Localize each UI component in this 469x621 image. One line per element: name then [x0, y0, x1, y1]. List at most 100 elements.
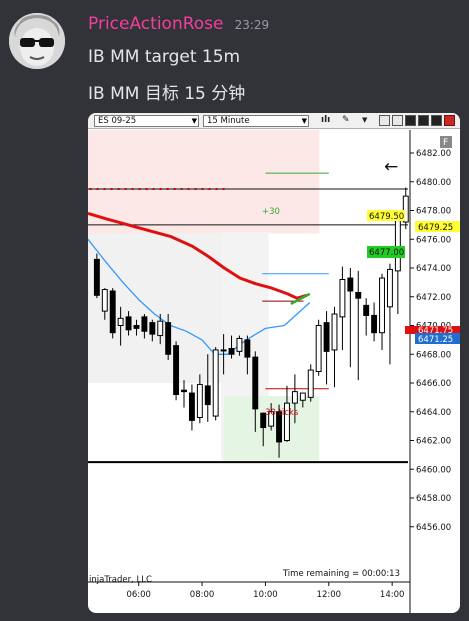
target-minus-label: -30 ticks: [262, 408, 299, 418]
drawing-tool-icon[interactable]: ✎: [342, 115, 350, 125]
price-chart[interactable]: 6482.00 6480.00 6478.00 6476.00 6474.00 6472.…: [88, 130, 460, 613]
candle-39: [402, 195, 409, 223]
bar-type-icon[interactable]: ılı: [321, 115, 331, 125]
y-tick-label-1: 6480.00: [416, 178, 451, 188]
y-tick-label-7: 6468.00: [416, 350, 451, 360]
chevron-down-icon: ▼: [301, 117, 307, 125]
y-tick-label-5: 6472.00: [416, 293, 451, 303]
y-tick-label-10: 6462.00: [416, 437, 451, 447]
toolbar-button-5[interactable]: [431, 115, 442, 126]
avatar-image: [9, 13, 65, 69]
avatar[interactable]: [9, 13, 65, 69]
candle-8: [157, 320, 164, 337]
chart-svg: 6482.00 6480.00 6478.00 6476.00 6474.00 6472.…: [88, 130, 460, 613]
svg-text:6471.75: 6471.75: [418, 326, 453, 336]
svg-text:6471.25: 6471.25: [418, 335, 453, 345]
y-tick-label-12: 6458.00: [416, 494, 451, 504]
candle-23: [276, 411, 283, 443]
message-line-2: IB MM 目标 15 分钟: [88, 84, 246, 104]
toolbar-button-2[interactable]: [392, 115, 403, 126]
y-tick-label-3: 6476.00: [416, 235, 451, 245]
candle-25: [291, 391, 298, 404]
candle-0: [93, 258, 100, 296]
candle-15: [212, 349, 219, 417]
toolbar-button-3[interactable]: [405, 115, 416, 126]
message-line-1: IB MM target 15m: [88, 47, 241, 67]
candle-6: [141, 316, 148, 332]
svg-text:6477.00: 6477.00: [369, 248, 404, 258]
candle-9: [165, 322, 172, 355]
candle-10: [173, 345, 180, 395]
candle-16: [220, 349, 227, 352]
profile-zone-green: [224, 395, 320, 461]
sma-line: [88, 238, 311, 355]
y-tick-label-13: 6456.00: [416, 523, 451, 533]
watermark: injaTrader, LLC: [89, 575, 152, 585]
candle-31: [339, 279, 346, 318]
toolbar-button-1[interactable]: [379, 115, 390, 126]
x-tick-label-3: 12:00: [317, 590, 342, 600]
time-remaining: Time remaining = 00:00:13: [282, 569, 400, 579]
candle-4: [125, 316, 132, 331]
candle-2: [109, 290, 116, 334]
candle-37: [386, 268, 393, 308]
toolbar-button-4[interactable]: [418, 115, 429, 126]
chevron-down-icon[interactable]: ▼: [362, 116, 368, 124]
candle-33: [355, 291, 362, 299]
interval-value: 15 Minute: [207, 116, 250, 126]
candle-21: [260, 412, 267, 429]
candle-17: [228, 348, 235, 355]
price-label-6471-25: 6471.25: [415, 333, 460, 345]
y-tick-label-2: 6478.00: [416, 207, 451, 217]
y-tick-label-9: 6464.00: [416, 408, 451, 418]
candle-3: [117, 317, 124, 326]
candle-36: [379, 277, 385, 334]
candle-7: [149, 322, 156, 335]
candle-22: [268, 411, 275, 427]
x-tick-label-4: 14:00: [380, 590, 405, 600]
interval-dropdown[interactable]: 15 Minute ▼: [203, 115, 309, 127]
candle-27: [307, 369, 314, 398]
back-arrow-icon[interactable]: ←: [384, 157, 398, 177]
message-header: PriceActionRose 23:29: [88, 14, 269, 34]
target-plus-label: +30: [262, 207, 280, 217]
candle-1: [101, 289, 108, 312]
candle-18: [236, 337, 243, 352]
username[interactable]: PriceActionRose: [88, 14, 224, 34]
price-label-6479-50: 6479.50: [367, 210, 405, 222]
ema-line: [88, 211, 308, 300]
candle-5: [133, 325, 140, 329]
candle-12: [188, 392, 195, 421]
instrument-value: ES 09-25: [98, 116, 137, 126]
instrument-dropdown[interactable]: ES 09-25 ▼: [94, 115, 199, 127]
chevron-down-icon: ▼: [191, 117, 197, 125]
panel-letter: F: [443, 138, 448, 148]
candle-13: [196, 383, 203, 418]
candle-19: [244, 339, 251, 358]
x-tick-label-2: 10:00: [253, 590, 277, 600]
y-tick-label-0: 6482.00: [416, 149, 451, 159]
candle-34: [363, 304, 370, 316]
candle-30: [331, 313, 338, 351]
candle-14: [204, 385, 211, 406]
candle-38: [394, 220, 401, 272]
candle-11: [181, 389, 187, 393]
candle-35: [371, 314, 378, 334]
price-label-6471-75: 6471.75: [405, 326, 460, 336]
price-label-6479-25: 6479.25: [415, 221, 460, 233]
y-tick-label-4: 6474.00: [416, 264, 451, 274]
svg-text:6479.50: 6479.50: [369, 212, 404, 222]
y-tick-label-8: 6466.00: [416, 379, 451, 389]
x-tick-label-1: 08:00: [190, 590, 215, 600]
y-tick-label-11: 6460.00: [416, 465, 451, 475]
image-attachment[interactable]: ES 09-25 ▼ 15 Minute ▼ ılı ✎ ▼ 6482.00 64…: [88, 113, 460, 613]
panel-button[interactable]: [440, 136, 452, 148]
candle-24: [284, 402, 290, 441]
close-icon[interactable]: [444, 115, 455, 126]
candle-28: [315, 325, 322, 372]
chart-toolbar: ES 09-25 ▼ 15 Minute ▼ ılı ✎ ▼: [88, 113, 460, 129]
candle-20: [252, 356, 259, 410]
timestamp: 23:29: [234, 18, 270, 32]
candle-26: [299, 392, 306, 401]
profile-zone-upper: [88, 130, 320, 234]
